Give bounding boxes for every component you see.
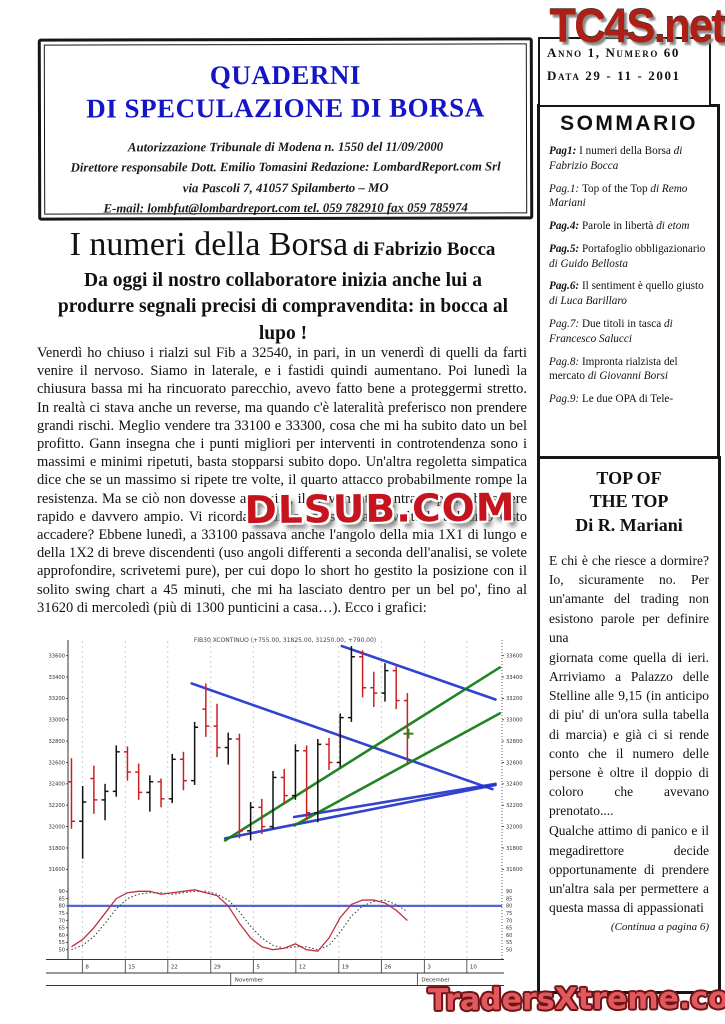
issue-date: Data 29 - 11 - 2001 xyxy=(547,68,681,83)
top-title-line1: TOP OF xyxy=(596,468,662,488)
svg-text:65: 65 xyxy=(506,926,512,932)
sommario-item: Pag.6: Il sentiment è quello giusto di L… xyxy=(549,280,704,308)
svg-text:50: 50 xyxy=(506,948,512,954)
svg-text:75: 75 xyxy=(59,911,65,917)
svg-text:33200: 33200 xyxy=(506,696,523,702)
svg-text:90: 90 xyxy=(506,889,512,895)
svg-text:26: 26 xyxy=(384,965,391,971)
masthead-inner: QUADERNI DI SPECULAZIONE DI BORSA Autori… xyxy=(43,43,528,216)
article-title: I numeri della Borsa di Fabrizio Bocca xyxy=(38,226,527,264)
svg-text:5: 5 xyxy=(256,965,260,971)
svg-text:10: 10 xyxy=(470,965,477,971)
dlsub-watermark: DLSUB.COM xyxy=(244,486,516,533)
price-chart-svg: 33600 33600 33400 33400 33200 33200 33000 33000… xyxy=(46,637,523,986)
svg-text:70: 70 xyxy=(506,918,512,924)
svg-text:31800: 31800 xyxy=(506,846,523,852)
svg-text:33000: 33000 xyxy=(506,718,523,724)
sommario-item: Pag.7: Due titoli in tasca di Francesco … xyxy=(549,318,673,345)
sommario-title: SOMMARIO xyxy=(560,112,698,135)
sommario-item: Pag1: I numeri della Borsa di Fabrizio B… xyxy=(549,145,683,172)
svg-text:60: 60 xyxy=(59,933,65,939)
svg-text:November: November xyxy=(235,978,264,984)
masthead-title-line1: QUADERNI xyxy=(209,59,361,91)
top-paragraph-3: Qualche attimo di panico e il megadirett… xyxy=(549,823,709,915)
svg-text:65: 65 xyxy=(59,926,65,932)
sommario-item: Pag.8: Impronta rialzista del mercato di… xyxy=(549,355,678,383)
svg-text:33600: 33600 xyxy=(48,653,65,659)
svg-text:15: 15 xyxy=(128,965,135,971)
svg-text:22: 22 xyxy=(171,965,178,971)
svg-text:31600: 31600 xyxy=(48,867,65,873)
svg-text:19: 19 xyxy=(342,965,349,971)
svg-text:FIB30 XCONTINUO (+755.00, 3182: FIB30 XCONTINUO (+755.00, 31825.00, 3125… xyxy=(194,637,376,644)
svg-text:33200: 33200 xyxy=(48,696,65,702)
svg-text:33000: 33000 xyxy=(48,718,65,724)
top-continua: (Continua a pagina 6) xyxy=(610,921,709,934)
svg-text:32000: 32000 xyxy=(506,824,523,830)
svg-text:8: 8 xyxy=(85,965,89,971)
masthead-auth-line2: Direttore responsabile Dott. Emilio Toma… xyxy=(70,159,501,175)
svg-text:32000: 32000 xyxy=(48,824,65,830)
svg-text:33400: 33400 xyxy=(506,675,523,681)
svg-text:December: December xyxy=(421,978,450,984)
issue-number: Anno 1, Numero 60 xyxy=(547,45,680,60)
masthead-title-line2: DI SPECULAZIONE DI BORSA xyxy=(86,92,485,124)
masthead-credits: Autorizzazione Tribunale di Modena n. 15… xyxy=(45,136,526,219)
svg-text:3: 3 xyxy=(427,965,431,971)
sommario-item: Pag.4: Parole in libertà di etom xyxy=(549,220,690,233)
svg-text:90: 90 xyxy=(59,889,65,895)
issue-box: Anno 1, Numero 60 Data 29 - 11 - 2001 xyxy=(538,37,711,107)
svg-text:32600: 32600 xyxy=(48,760,65,766)
svg-text:70: 70 xyxy=(59,918,65,924)
svg-text:32800: 32800 xyxy=(506,739,523,745)
masthead-box: QUADERNI DI SPECULAZIONE DI BORSA Autori… xyxy=(37,37,534,221)
svg-text:31600: 31600 xyxy=(506,867,523,873)
svg-text:32200: 32200 xyxy=(506,803,523,809)
sommario-item: Pag.9: Le due OPA di Tele- xyxy=(549,393,674,406)
top-of-the-top-box: TOP OF THE TOP Di R. Mariani E chi è che… xyxy=(537,456,721,994)
article-subtitle: Da oggi il nostro collaboratore inizia a… xyxy=(57,270,509,344)
masthead-auth-line3: via Pascoli 7, 41057 Spilamberto – MO xyxy=(182,180,389,196)
svg-text:29: 29 xyxy=(214,965,221,971)
top-paragraph-1: E chi è che riesce a dormire? Io, sicura… xyxy=(549,553,709,645)
svg-text:33600: 33600 xyxy=(506,653,523,659)
svg-text:32200: 32200 xyxy=(48,803,65,809)
svg-text:12: 12 xyxy=(299,965,306,971)
svg-text:60: 60 xyxy=(506,933,512,939)
svg-text:55: 55 xyxy=(59,940,65,946)
svg-text:85: 85 xyxy=(59,896,65,902)
top-title-line3: Di R. Mariani xyxy=(575,514,683,535)
article-byline: di Fabrizio Bocca xyxy=(348,239,496,260)
svg-text:32400: 32400 xyxy=(506,782,523,788)
svg-text:55: 55 xyxy=(506,940,512,946)
svg-text:32800: 32800 xyxy=(48,739,65,745)
masthead-auth-line4: E-mail: lombfut@lombardreport.com tel. 0… xyxy=(103,200,468,216)
svg-text:50: 50 xyxy=(59,948,65,954)
article-title-text: I numeri della Borsa xyxy=(69,226,349,263)
article-body: Venerdì ho chiuso i rialzi sul Fib a 325… xyxy=(37,345,527,616)
svg-text:80: 80 xyxy=(59,904,65,910)
sommario-list: Pag1: I numeri della Borsa di Fabrizio B… xyxy=(549,144,709,407)
top-title: TOP OF THE TOP Di R. Mariani xyxy=(549,467,709,537)
masthead-title: QUADERNI DI SPECULAZIONE DI BORSA xyxy=(45,58,526,125)
sommario-item: Pag.1: Top of the Top di Remo Mariani xyxy=(549,182,688,210)
top-paragraph-2: giornata come quella di ieri. Arriviamo … xyxy=(549,649,709,819)
fib-chart: 33600 33600 33400 33400 33200 33200 33000 33000… xyxy=(40,632,526,990)
svg-text:85: 85 xyxy=(506,896,512,902)
masthead-auth-line1: Autorizzazione Tribunale di Modena n. 15… xyxy=(127,139,444,155)
top-title-line2: THE TOP xyxy=(589,491,669,512)
tradersxtreme-banner: TradersXtreme.com xyxy=(427,980,725,1019)
sommario-box: SOMMARIO Pag1: I numeri della Borsa di F… xyxy=(537,104,720,463)
svg-text:32400: 32400 xyxy=(48,782,65,788)
svg-text:80: 80 xyxy=(506,904,512,910)
tc4s-logo: TC4S.net xyxy=(549,0,725,52)
svg-text:75: 75 xyxy=(506,911,512,917)
svg-text:33400: 33400 xyxy=(48,675,65,681)
svg-text:32600: 32600 xyxy=(506,760,523,766)
svg-text:31800: 31800 xyxy=(48,846,65,852)
sommario-item: Pag.5: Portafoglio obbligazionario di Gu… xyxy=(549,242,706,270)
